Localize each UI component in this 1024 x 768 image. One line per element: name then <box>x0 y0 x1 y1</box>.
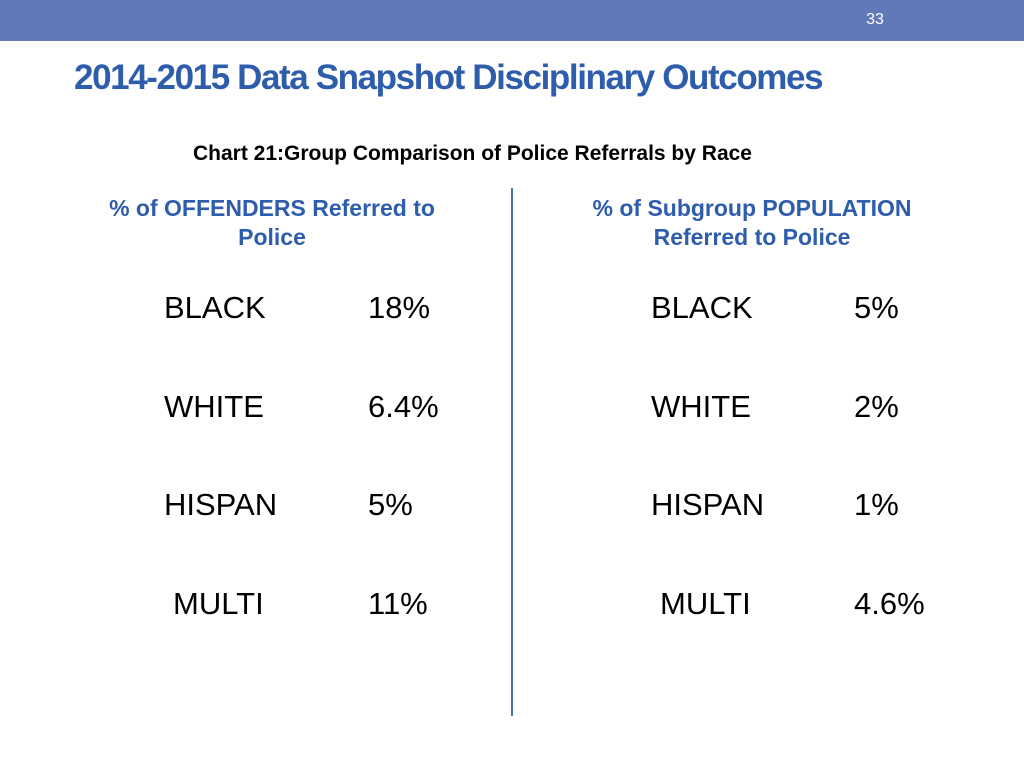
right-row-black-label: BLACK <box>651 290 753 325</box>
left-column-heading: % of OFFENDERS Referred to Police <box>62 194 482 252</box>
left-row-white-value: 6.4% <box>368 389 439 424</box>
chart-title: Chart 21:Group Comparison of Police Refe… <box>193 142 752 165</box>
right-row-multi-label: MULTI <box>660 586 751 621</box>
right-row-black-value: 5% <box>854 290 899 325</box>
right-heading-line1: % of Subgroup POPULATION <box>592 195 912 221</box>
right-row-hispan-label: HISPAN <box>651 487 765 522</box>
top-bar: 33 <box>0 0 1024 41</box>
right-row-hispan-value: 1% <box>854 487 899 522</box>
left-heading-line2: Police <box>238 224 306 250</box>
left-row-hispan-value: 5% <box>368 487 413 522</box>
left-row-white-label: WHITE <box>164 389 264 424</box>
right-row-multi-value: 4.6% <box>854 586 925 621</box>
left-row-multi-value: 11% <box>368 586 428 621</box>
right-heading-line2: Referred to Police <box>653 224 851 250</box>
page-number: 33 <box>866 11 884 28</box>
left-row-black-label: BLACK <box>164 290 266 325</box>
column-divider <box>511 188 513 716</box>
left-heading-line1: % of OFFENDERS Referred to <box>109 195 435 221</box>
right-row-white-label: WHITE <box>651 389 751 424</box>
left-row-multi-label: MULTI <box>173 586 264 621</box>
right-column-heading: % of Subgroup POPULATION Referred to Pol… <box>542 194 962 252</box>
left-row-black-value: 18% <box>368 290 431 325</box>
slide-title: 2014-2015 Data Snapshot Disciplinary Out… <box>74 58 824 97</box>
left-row-hispan-label: HISPAN <box>164 487 278 522</box>
right-row-white-value: 2% <box>854 389 899 424</box>
